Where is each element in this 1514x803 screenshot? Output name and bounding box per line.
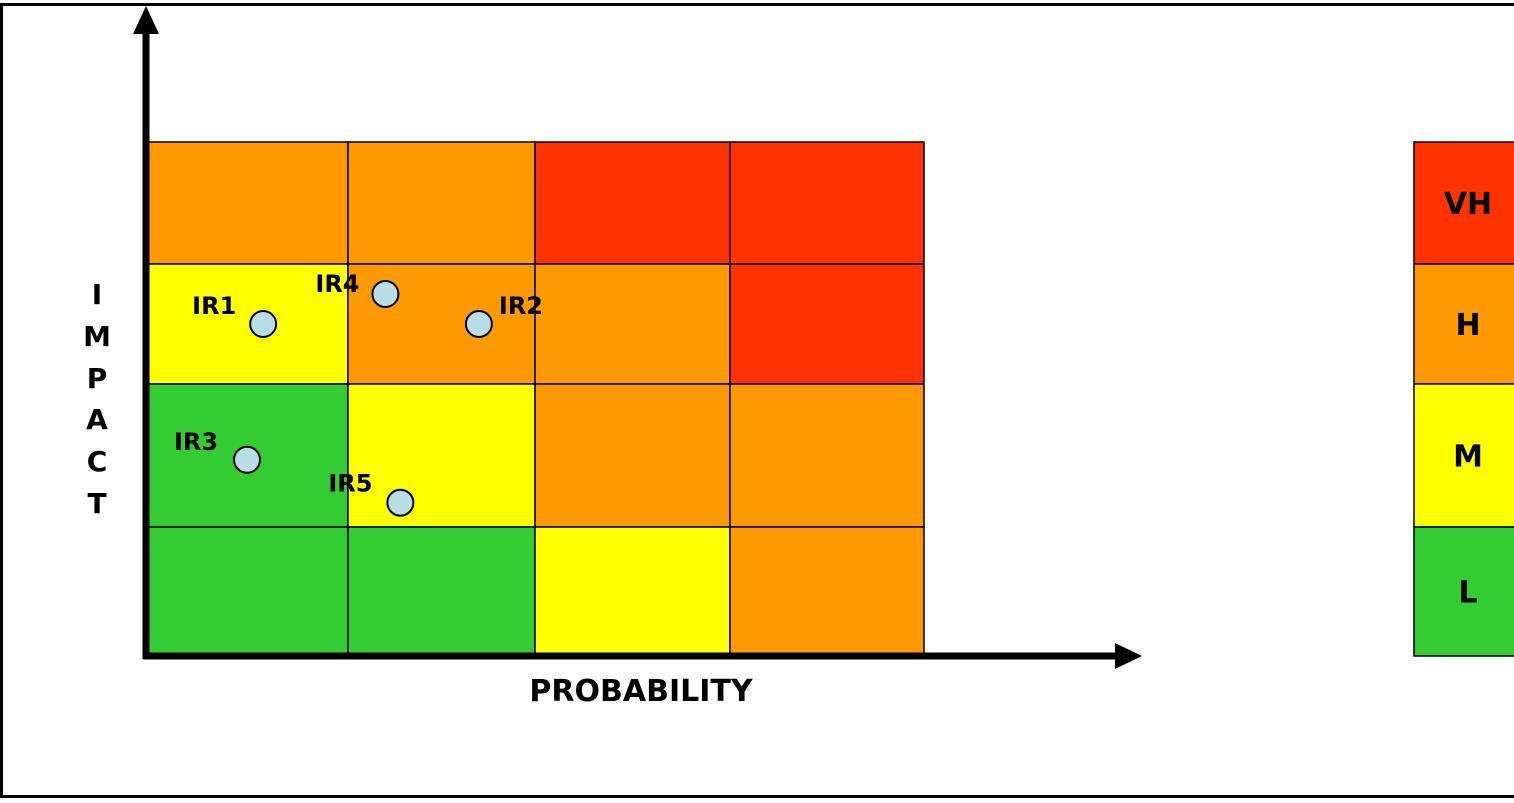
matrix-cell-m [348, 384, 535, 527]
legend-label: H [1455, 308, 1480, 343]
y-axis-label-letter: P [87, 362, 108, 395]
matrix-cell-vh [730, 142, 924, 264]
matrix-cell-h [348, 264, 535, 384]
risk-point [372, 281, 398, 307]
y-axis-arrowhead [133, 6, 159, 34]
matrix-cell-h [730, 527, 924, 656]
matrix-cell-h [348, 142, 535, 264]
matrix-cell-m [535, 527, 730, 656]
matrix-cell-vh [535, 142, 730, 264]
y-axis-label-letter: M [83, 320, 111, 353]
legend-label: L [1458, 576, 1477, 611]
y-axis-label-letter: T [87, 487, 106, 520]
matrix-cell-h [730, 384, 924, 527]
risk-point [250, 311, 276, 337]
y-axis-label-letter: I [92, 278, 102, 311]
risk-point [466, 311, 492, 337]
matrix-cell-h [146, 142, 348, 264]
legend-label: VH [1444, 187, 1492, 222]
legend-label: M [1453, 440, 1483, 475]
matrix-cell-l [348, 527, 535, 656]
risk-label: IR5 [328, 470, 372, 498]
matrix-cells [146, 142, 924, 656]
risk-label: IR2 [499, 292, 543, 320]
matrix-cell-h [535, 264, 730, 384]
risk-point [234, 447, 260, 473]
y-axis-label-letter: C [87, 445, 108, 478]
risk-point [387, 490, 413, 516]
y-axis-label-letter: A [86, 403, 108, 436]
matrix-cell-h [535, 384, 730, 527]
matrix-cell-l [146, 527, 348, 656]
risk-label: IR1 [192, 292, 236, 320]
x-axis-label: PROBABILITY [529, 674, 753, 709]
risk-level-legend: VH H M L [1414, 142, 1514, 656]
risk-label: IR4 [315, 270, 359, 298]
risk-label: IR3 [174, 428, 218, 456]
x-axis-arrowhead [1115, 643, 1142, 669]
matrix-cell-vh [730, 264, 924, 384]
